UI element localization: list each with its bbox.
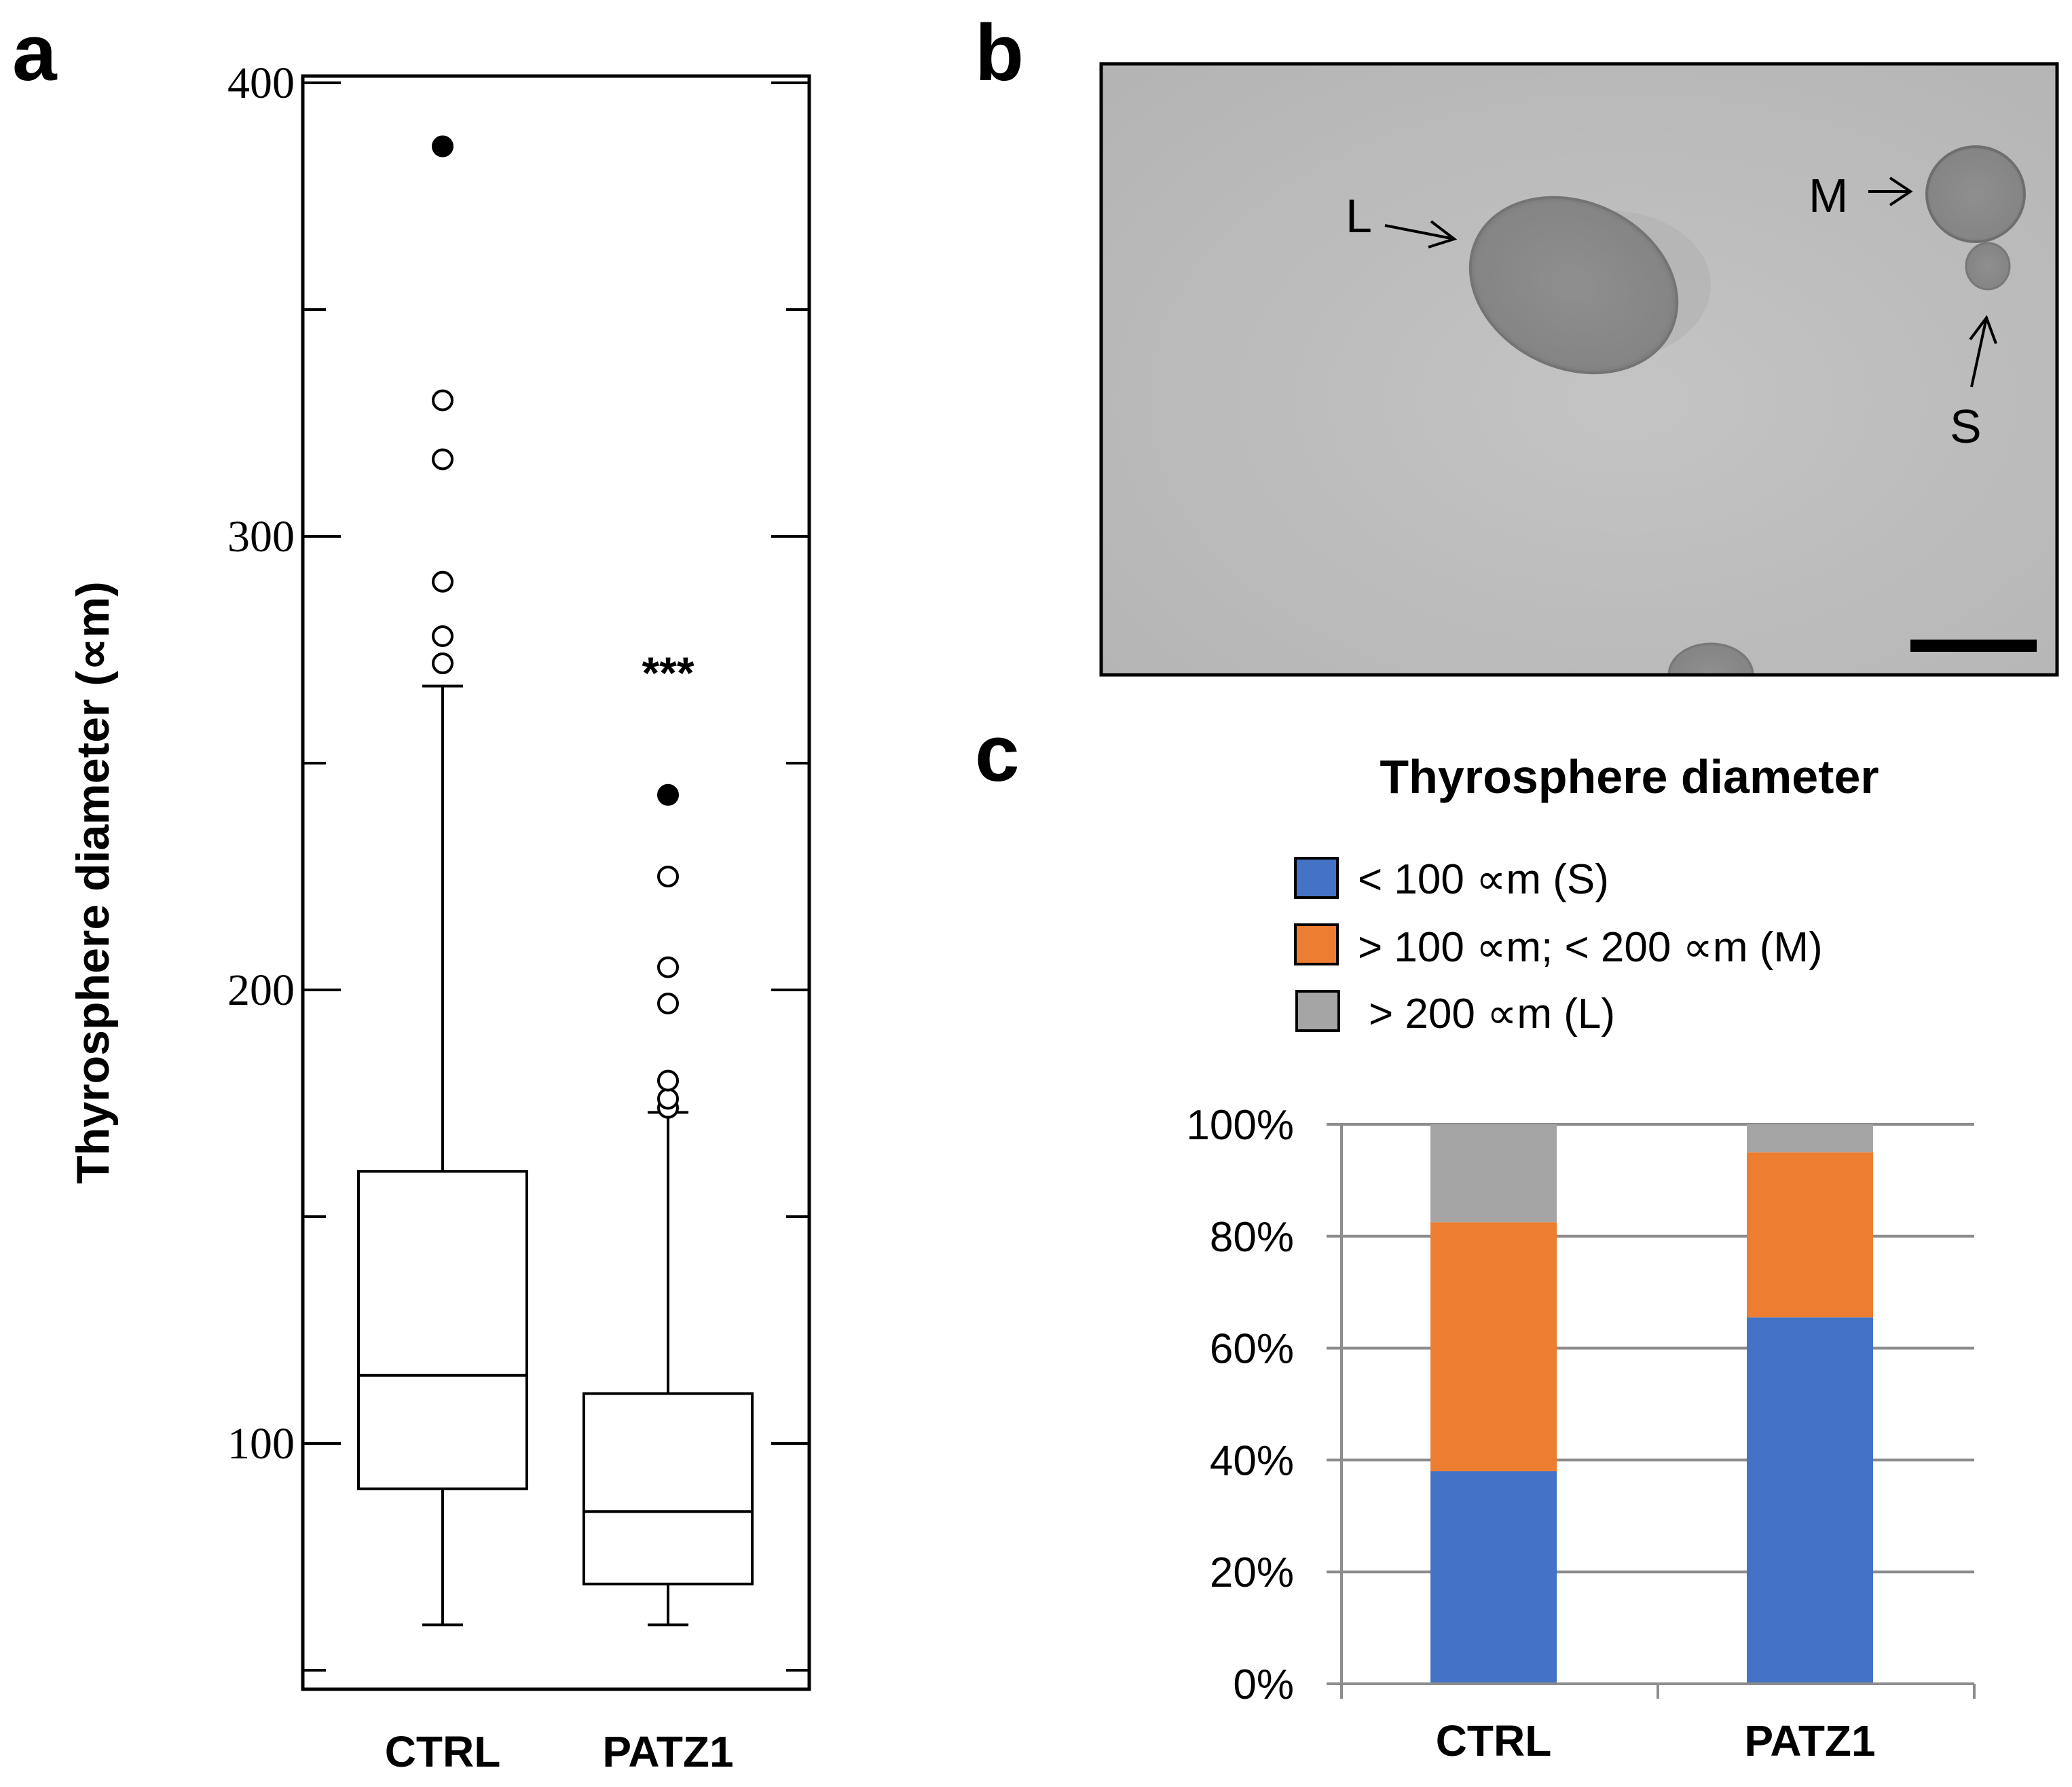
- y-tick-label: 100%: [1186, 1102, 1294, 1149]
- y-tick-label: 20%: [1210, 1549, 1294, 1596]
- boxplot-series: CTRL PATZ1: [357, 135, 754, 1776]
- interquartile-box: [357, 1170, 528, 1490]
- legend-swatch: [1294, 923, 1339, 965]
- y-tick-label: 60%: [1210, 1326, 1294, 1373]
- stacked-bar-panel: Thyrosphere diameter < 100 ∝m (S) > 100 ∝…: [1186, 750, 1976, 1765]
- extreme-outlier-point: [432, 135, 454, 158]
- bar-segment: [1747, 1152, 1873, 1318]
- outlier-point: [432, 625, 454, 647]
- outlier-point: [657, 866, 679, 887]
- legend-swatch: [1294, 857, 1339, 899]
- category-label: CTRL: [1436, 1716, 1552, 1765]
- outlier-point: [432, 448, 454, 471]
- arrow-large: [1384, 224, 1455, 240]
- bar-stack-patz1: PATZ1: [1744, 1124, 1876, 1765]
- panel-letter-c: c: [975, 709, 1020, 798]
- y-tick-label: 200: [227, 965, 295, 1015]
- stacked-bars: CTRL PATZ1: [1430, 1124, 1876, 1765]
- legend-swatch: [1295, 990, 1340, 1032]
- bar-stack-ctrl: CTRL: [1430, 1124, 1557, 1765]
- bar-segment: [1430, 1124, 1557, 1223]
- label-small: S: [1950, 400, 1982, 453]
- outlier-point: [432, 389, 454, 411]
- micrograph-frame: [1099, 62, 2059, 677]
- outlier-point: [432, 570, 454, 593]
- medium-thyrosphere: [1925, 145, 2026, 243]
- panel-letter-b: b: [975, 8, 1024, 98]
- label-large: L: [1346, 189, 1372, 242]
- bar-segment: [1430, 1222, 1557, 1471]
- category-label: CTRL: [385, 1727, 501, 1776]
- boxplot-y-axis-title: Thyrosphere diameter (∝m): [67, 581, 119, 1183]
- label-medium: M: [1809, 169, 1848, 222]
- bar-segment: [1430, 1471, 1557, 1684]
- category-label: PATZ1: [602, 1727, 733, 1776]
- category-label: PATZ1: [1744, 1716, 1875, 1765]
- boxplot-y-ticks: 100 200 300 400: [227, 58, 809, 1672]
- legend-label: < 100 ∝m (S): [1358, 856, 1609, 903]
- stacked-chart-title: Thyrosphere diameter: [1380, 750, 1879, 803]
- y-tick-label: 300: [227, 512, 295, 561]
- arrow-large-head: [1428, 220, 1458, 248]
- bar-segment: [1747, 1317, 1873, 1684]
- scale-bar: [1910, 640, 2037, 652]
- y-tick-label: 40%: [1210, 1437, 1294, 1484]
- y-tick-label: 400: [227, 58, 295, 108]
- box-patz1: PATZ1: [582, 784, 754, 1776]
- outlier-point: [657, 1088, 679, 1110]
- interquartile-box: [582, 1392, 754, 1586]
- panel-letter-a: a: [12, 8, 58, 98]
- partial-thyrosphere: [1667, 642, 1754, 675]
- arrow-small-head: [1969, 314, 1997, 344]
- legend-label: > 200 ∝m (L): [1369, 991, 1615, 1037]
- extreme-outlier-point: [657, 784, 679, 806]
- y-tick-label: 80%: [1210, 1214, 1294, 1261]
- arrow-medium-head: [1889, 177, 1913, 206]
- y-tick-label: 100: [227, 1419, 295, 1469]
- micrograph-panel: L M S: [1099, 62, 2059, 677]
- bar-segment: [1747, 1124, 1873, 1153]
- boxplot-frame: [301, 74, 811, 1691]
- outlier-point: [657, 993, 679, 1015]
- boxplot-panel: 100 200 300 400 CTRL PATZ1 Thyrosphere diame…: [67, 58, 811, 1776]
- large-thyrosphere: [1468, 196, 1679, 375]
- arrow-small: [1970, 317, 1988, 388]
- outlier-point: [657, 1069, 679, 1092]
- stacked-axes: 0% 20% 40% 60% 80% 100%: [1186, 1102, 1976, 1708]
- legend-label: > 100 ∝m; < 200 ∝m (M): [1358, 924, 1823, 971]
- significance-annotation: ***: [642, 648, 694, 698]
- small-thyrosphere: [1965, 242, 2011, 291]
- outlier-point: [432, 652, 454, 675]
- box-ctrl: CTRL: [357, 135, 528, 1776]
- stacked-legend: < 100 ∝m (S) > 100 ∝m; < 200 ∝m (M) > 200 …: [1294, 856, 1823, 1037]
- outlier-point: [657, 956, 679, 978]
- y-tick-label: 0%: [1233, 1661, 1294, 1708]
